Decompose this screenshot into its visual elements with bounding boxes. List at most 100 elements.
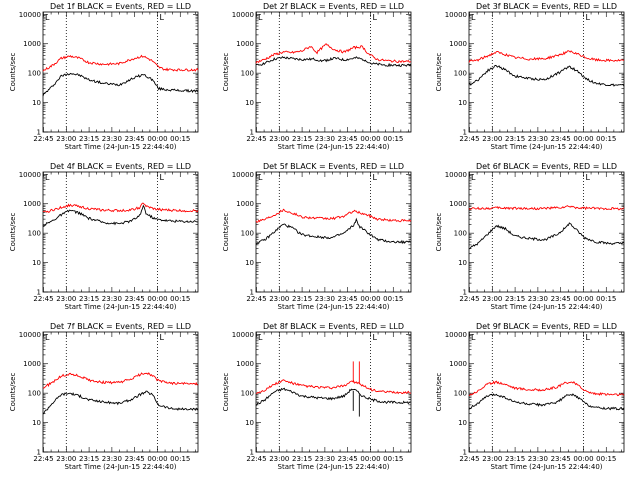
y-axis-label: Counts/sec — [222, 53, 230, 92]
detector-chart-6: Det 6f BLACK = Events, RED = LLD 1 10 100 10… — [435, 162, 625, 311]
x-tick-label: 00:15 — [170, 135, 190, 143]
x-tick-label: 23:15 — [505, 295, 525, 303]
x-tick-label: 00:00 — [360, 135, 380, 143]
y-axis-label: Counts/sec — [435, 373, 443, 412]
y-tick-label: 100 — [454, 390, 467, 398]
y-tick-label: 1 — [37, 449, 41, 457]
x-tick-label: 23:00 — [269, 455, 289, 463]
plot-frame — [255, 171, 412, 293]
y-tick-label: 100 — [454, 70, 467, 78]
lld-series-line — [255, 379, 412, 395]
legend-marker: L — [45, 173, 50, 182]
x-tick-label: 23:15 — [292, 455, 312, 463]
legend-marker: L — [372, 173, 377, 182]
y-tick-label: 10000 — [19, 171, 41, 179]
events-series-line — [468, 64, 625, 87]
y-tick-label: 10 — [32, 259, 41, 267]
y-tick-label: 10000 — [445, 11, 467, 19]
y-tick-label: 10 — [458, 419, 467, 427]
x-tick-label: 23:00 — [482, 455, 502, 463]
detector-chart-9: Det 9f BLACK = Events, RED = LLD 1 10 100 10… — [435, 322, 625, 471]
chart-title: Det 2f BLACK = Events, RED = LLD — [263, 2, 404, 11]
y-tick-label: 10000 — [232, 11, 254, 19]
y-tick-label: 10000 — [445, 171, 467, 179]
x-tick-label: 23:45 — [338, 455, 358, 463]
plot-frame — [255, 11, 412, 133]
x-tick-label: 23:15 — [505, 455, 525, 463]
lld-series-line — [42, 372, 198, 389]
y-tick-label: 1000 — [23, 360, 41, 368]
events-series-line — [255, 387, 412, 406]
x-tick-label: 22:45 — [33, 295, 53, 303]
x-tick-label: 00:00 — [147, 455, 167, 463]
x-tick-label: 22:45 — [246, 295, 266, 303]
x-axis-label: Start Time (24-Jun-15 22:44:40) — [491, 463, 603, 471]
y-tick-label: 1 — [463, 129, 467, 137]
y-axis-label: Counts/sec — [9, 373, 17, 412]
x-axis-label: Start Time (24-Jun-15 22:44:40) — [278, 303, 390, 311]
chart-title: Det 6f BLACK = Events, RED = LLD — [476, 162, 617, 171]
events-series-line — [255, 217, 412, 245]
events-series-line — [468, 393, 625, 411]
y-axis-label: Counts/sec — [435, 53, 443, 92]
legend-marker: L — [258, 13, 263, 22]
events-series-line — [42, 204, 198, 227]
x-tick-label: 23:30 — [102, 455, 122, 463]
x-tick-label: 00:00 — [147, 295, 167, 303]
y-tick-label: 1000 — [449, 360, 467, 368]
x-axis-label: Start Time (24-Jun-15 22:44:40) — [278, 143, 390, 151]
y-tick-label: 10000 — [232, 331, 254, 339]
x-tick-label: 23:15 — [505, 135, 525, 143]
x-tick-label: 00:00 — [360, 455, 380, 463]
plot-frame — [468, 11, 625, 133]
y-tick-label: 1000 — [23, 200, 41, 208]
legend-marker: L — [258, 173, 263, 182]
legend-marker: L — [372, 13, 377, 22]
y-tick-label: 10000 — [232, 171, 254, 179]
y-tick-label: 100 — [28, 70, 41, 78]
x-tick-label: 00:15 — [383, 135, 403, 143]
x-tick-label: 23:45 — [338, 295, 358, 303]
y-tick-label: 100 — [454, 230, 467, 238]
y-tick-label: 10000 — [19, 11, 41, 19]
x-tick-label: 23:00 — [56, 135, 76, 143]
x-tick-label: 23:30 — [315, 295, 335, 303]
plot-frame — [468, 171, 625, 293]
x-tick-label: 00:00 — [573, 455, 593, 463]
y-tick-label: 1 — [250, 449, 254, 457]
x-tick-label: 23:30 — [102, 295, 122, 303]
legend-marker: L — [585, 173, 590, 182]
y-axis-label: Counts/sec — [222, 373, 230, 412]
y-tick-label: 1 — [463, 289, 467, 297]
x-tick-label: 23:15 — [292, 135, 312, 143]
x-tick-label: 23:45 — [551, 135, 571, 143]
events-series-line — [42, 390, 199, 415]
y-tick-label: 1000 — [236, 40, 254, 48]
x-axis-label: Start Time (24-Jun-15 22:44:40) — [65, 303, 177, 311]
legend-marker: L — [585, 13, 590, 22]
x-tick-label: 00:15 — [596, 295, 616, 303]
y-axis-label: Counts/sec — [435, 213, 443, 252]
y-tick-label: 1000 — [23, 40, 41, 48]
y-tick-label: 100 — [241, 390, 254, 398]
y-tick-label: 1000 — [449, 40, 467, 48]
x-tick-label: 23:30 — [528, 455, 548, 463]
legend-marker: L — [45, 13, 50, 22]
detector-chart-1: Det 1f BLACK = Events, RED = LLD 1 10 100 10… — [9, 2, 199, 151]
x-tick-label: 23:30 — [315, 455, 335, 463]
x-tick-label: 23:30 — [528, 295, 548, 303]
x-tick-label: 23:45 — [125, 295, 145, 303]
x-tick-label: 22:45 — [459, 455, 479, 463]
x-tick-label: 23:45 — [338, 135, 358, 143]
x-axis-label: Start Time (24-Jun-15 22:44:40) — [491, 143, 603, 151]
detector-chart-5: Det 5f BLACK = Events, RED = LLD 1 10 100 10… — [222, 162, 412, 311]
x-tick-label: 22:45 — [33, 455, 53, 463]
events-series-line — [42, 72, 199, 97]
x-tick-label: 00:00 — [573, 135, 593, 143]
x-tick-label: 00:15 — [383, 455, 403, 463]
y-axis-label: Counts/sec — [9, 53, 17, 92]
legend-marker: L — [471, 173, 476, 182]
x-tick-label: 23:45 — [125, 455, 145, 463]
chart-title: Det 9f BLACK = Events, RED = LLD — [476, 322, 617, 331]
x-tick-label: 23:15 — [292, 295, 312, 303]
